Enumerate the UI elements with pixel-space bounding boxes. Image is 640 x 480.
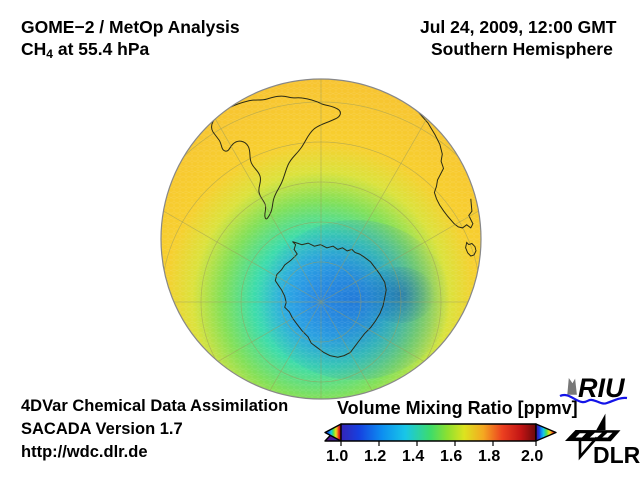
svg-text:DLR: DLR <box>593 442 640 468</box>
